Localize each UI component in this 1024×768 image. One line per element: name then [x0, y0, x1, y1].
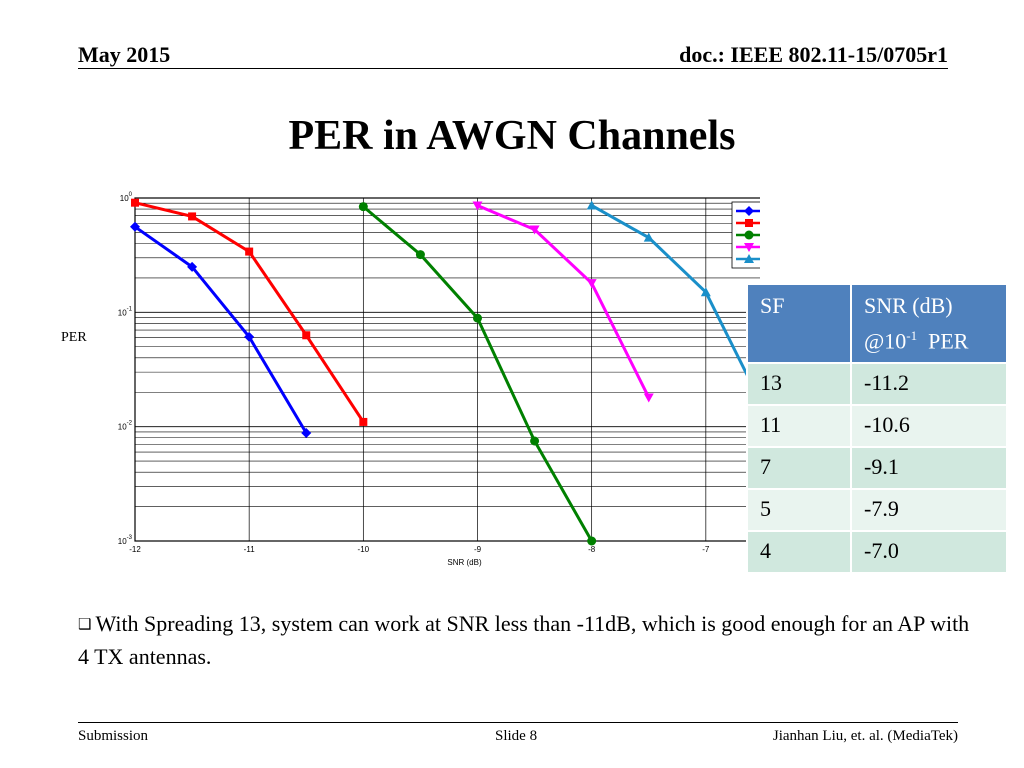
x-tick-label: -12 — [129, 545, 141, 554]
data-point — [415, 250, 425, 260]
table-row: 5 -7.9 — [746, 488, 1008, 533]
header-rule — [78, 68, 948, 69]
bullet-square-icon: ❑ — [78, 617, 92, 633]
data-point — [643, 232, 654, 242]
data-point — [187, 261, 198, 272]
y-tick-label: 10-1 — [118, 306, 133, 317]
snr-header-pre: @10 — [864, 328, 907, 354]
snr-header-sup: -1 — [906, 328, 918, 343]
header-doc-id: doc.: IEEE 802.11-15/0705r1 — [679, 42, 948, 67]
y-axis-label: PER — [61, 330, 87, 345]
data-point — [700, 287, 711, 297]
footer-author: Jianhan Liu, et. al. (MediaTek) — [772, 728, 958, 744]
x-tick-label: -7 — [702, 545, 710, 554]
sf-cell: 13 — [746, 362, 852, 407]
data-point — [530, 436, 540, 446]
data-point — [131, 198, 139, 207]
slide-title: PER in AWGN Channels — [288, 113, 736, 159]
data-point — [586, 279, 597, 289]
sf-cell: 11 — [746, 404, 852, 449]
legend-marker — [745, 219, 753, 227]
sf-cell: 5 — [746, 488, 852, 533]
snr-header-post: PER — [917, 328, 969, 354]
legend-marker — [744, 206, 754, 216]
data-point — [244, 331, 255, 342]
x-tick-label: -11 — [244, 545, 256, 554]
snr-table-header: SF SNR (dB) @10-1 PER — [746, 282, 1008, 365]
data-point — [586, 200, 597, 210]
bullet-text: With Spreading 13, system can work at SN… — [78, 611, 970, 669]
snr-header: SNR (dB) @10-1 PER — [850, 282, 1008, 365]
y-tick-label: 100 — [120, 192, 133, 203]
x-tick-label: -8 — [588, 545, 596, 554]
snr-cell: -10.6 — [850, 404, 1008, 449]
data-point — [643, 393, 654, 403]
data-point — [587, 536, 597, 546]
header-date: May 2015 — [78, 42, 171, 67]
x-tick-label: -10 — [358, 545, 370, 554]
series-line — [134, 225, 308, 434]
table-row: 4 -7.0 — [746, 530, 1008, 575]
data-point — [473, 313, 482, 323]
x-axis-label: SNR (dB) — [447, 558, 482, 567]
data-point — [529, 225, 540, 235]
plot-frame — [134, 197, 760, 542]
y-tick-label: 10-3 — [118, 535, 133, 546]
snr-cell: -9.1 — [850, 446, 1008, 491]
table-row: 13 -11.2 — [746, 362, 1008, 407]
footer-submission: Submission — [78, 728, 149, 744]
data-point — [359, 417, 368, 426]
plot-area — [135, 198, 760, 541]
x-tick-label: -9 — [474, 545, 482, 554]
table-row: 11 -10.6 — [746, 404, 1008, 449]
snr-table: SF SNR (dB) @10-1 PER 13 -11.2 11 -10.6 7… — [746, 282, 1008, 575]
sf-header: SF — [746, 282, 852, 365]
snr-cell: -7.0 — [850, 530, 1008, 575]
snr-cell: -7.9 — [850, 488, 1008, 533]
footer-rule — [78, 722, 958, 723]
legend-marker — [744, 230, 754, 240]
data-point — [472, 201, 483, 211]
snr-cell: -11.2 — [850, 362, 1008, 407]
bullet-point: ❑ With Spreading 13, system can work at S… — [78, 608, 978, 672]
legend-marker — [744, 243, 754, 252]
footer-slide-number: Slide 8 — [495, 728, 538, 744]
snr-header-line1: SNR (dB) — [864, 293, 953, 318]
data-point — [302, 331, 311, 340]
data-point — [358, 202, 368, 212]
series-line — [476, 204, 651, 399]
y-tick-label: 10-2 — [118, 421, 133, 432]
data-point — [130, 221, 140, 232]
data-point — [245, 247, 254, 256]
sf-cell: 4 — [746, 530, 852, 575]
data-point — [301, 428, 312, 439]
sf-cell: 7 — [746, 446, 852, 491]
data-point — [188, 212, 197, 221]
legend-marker — [744, 254, 754, 263]
table-row: 7 -9.1 — [746, 446, 1008, 491]
